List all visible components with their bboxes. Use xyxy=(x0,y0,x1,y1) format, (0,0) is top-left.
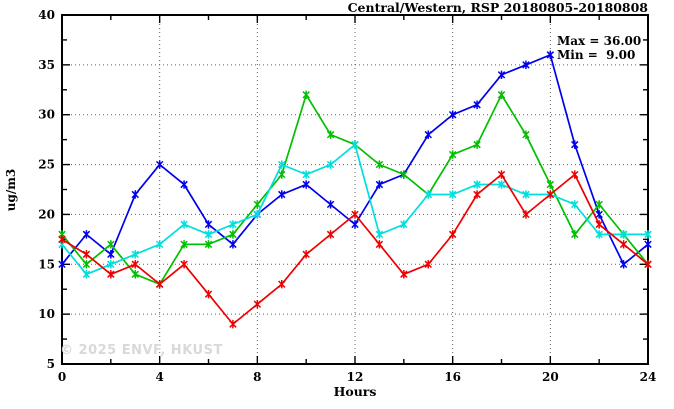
y-axis-label: ug/m3 xyxy=(4,169,18,212)
x-tick-label: 8 xyxy=(253,370,261,384)
series-markers-station-cyan xyxy=(58,140,652,279)
watermark: © 2025 ENVF, HKUST xyxy=(60,343,223,358)
x-tick-label: 24 xyxy=(640,370,657,384)
series-markers-station-blue xyxy=(58,50,652,269)
x-tick-label: 16 xyxy=(444,370,461,384)
chart-title: Central/Western, RSP 20180805-20180808 xyxy=(348,0,649,15)
plot-border xyxy=(61,14,649,365)
y-tick-label: 25 xyxy=(38,158,55,172)
x-tick-label: 12 xyxy=(347,370,364,384)
y-tick-label: 40 xyxy=(38,8,55,22)
gridlines xyxy=(63,16,647,363)
x-tick-label: 20 xyxy=(542,370,559,384)
plot-frame xyxy=(61,14,649,365)
series-station-red xyxy=(58,170,652,329)
y-tick-label: 30 xyxy=(38,108,55,122)
series-line-station-green xyxy=(61,92,649,286)
x-tick-labels: 0 4 8 12 16 20 24 xyxy=(58,370,657,384)
min-annotation: Min = 9.00 xyxy=(557,48,635,62)
y-tick-label: 5 xyxy=(47,357,55,371)
y-tick-label: 20 xyxy=(38,207,55,221)
data-series xyxy=(58,50,652,329)
y-tick-label: 10 xyxy=(38,307,55,321)
axis-ticks xyxy=(61,14,649,365)
x-tick-label: 0 xyxy=(58,370,66,384)
series-markers-station-red xyxy=(58,170,652,329)
series-station-blue xyxy=(58,50,652,269)
y-tick-label: 15 xyxy=(38,257,55,271)
series-markers-station-green xyxy=(58,90,652,289)
max-annotation: Max = 36.00 xyxy=(557,34,641,48)
y-tick-label: 35 xyxy=(38,58,55,72)
x-axis-label: Hours xyxy=(334,384,377,399)
x-tick-label: 4 xyxy=(155,370,163,384)
y-tick-labels: 5 10 15 20 25 30 35 40 xyxy=(38,8,55,371)
